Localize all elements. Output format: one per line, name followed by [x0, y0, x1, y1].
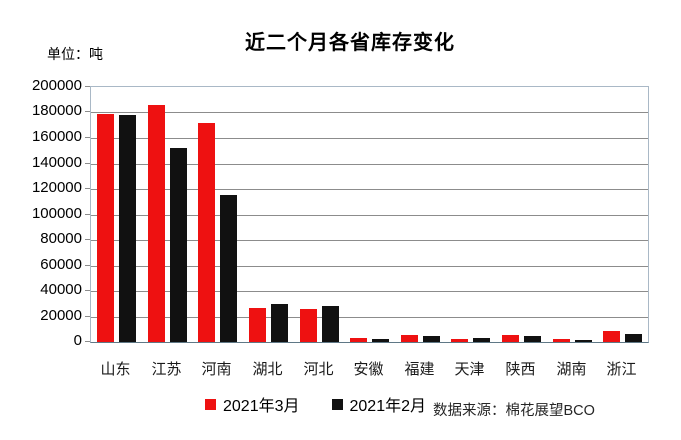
bar: [249, 308, 266, 342]
y-tick-mark: [85, 111, 90, 112]
y-tick-mark: [85, 137, 90, 138]
chart-title: 近二个月各省库存变化: [245, 32, 455, 54]
y-tick-mark: [85, 265, 90, 266]
gridline: [91, 291, 648, 292]
y-tick-mark: [85, 214, 90, 215]
x-tick-label: 山东: [100, 361, 131, 378]
bar: [553, 339, 570, 342]
y-tick-mark: [85, 290, 90, 291]
bar-group-浙江: [597, 87, 648, 342]
bar: [575, 340, 592, 342]
gridline: [91, 189, 648, 190]
bar: [423, 336, 440, 342]
y-tick-label: 180000: [31, 102, 82, 119]
bar: [148, 105, 165, 342]
bar-group-天津: [445, 87, 496, 342]
y-tick-label: 60000: [40, 256, 82, 273]
bar: [119, 115, 136, 342]
bar-group-山东: [91, 87, 142, 342]
bar-group-河北: [294, 87, 345, 342]
y-tick-label: 120000: [31, 179, 82, 196]
legend-item-march: 2021年3月: [205, 392, 300, 416]
bar-group-安徽: [344, 87, 395, 342]
y-tick-mark: [85, 316, 90, 317]
y-tick-mark: [85, 341, 90, 342]
y-tick-mark: [85, 163, 90, 164]
legend-swatch-feb: [331, 398, 343, 410]
y-tick-mark: [85, 86, 90, 87]
x-tick-label: 福建: [404, 361, 435, 378]
chart-legend: 2021年3月 2021年2月: [205, 392, 426, 416]
bar: [97, 114, 114, 342]
y-tick-label: 40000: [40, 281, 82, 298]
y-tick-mark: [85, 188, 90, 189]
bar: [603, 331, 620, 342]
gridline: [91, 240, 648, 241]
x-tick-label: 天津: [454, 361, 485, 378]
data-source-label: 数据来源：棉花展望BCO: [433, 403, 595, 419]
bar-group-湖北: [243, 87, 294, 342]
y-tick-label: 100000: [31, 205, 82, 222]
y-tick-label: 200000: [31, 77, 82, 94]
legend-label-feb: 2021年2月: [349, 398, 427, 415]
bar: [625, 334, 642, 342]
bar: [401, 335, 418, 342]
bar-group-江苏: [142, 87, 193, 342]
gridline: [91, 317, 648, 318]
y-tick-label: 140000: [31, 154, 82, 171]
x-tick-label: 陕西: [505, 361, 536, 378]
bar: [473, 338, 490, 342]
bar: [451, 339, 468, 342]
gridline: [91, 215, 648, 216]
bar: [170, 148, 187, 342]
x-tick-label: 湖南: [556, 361, 587, 378]
y-tick-label: 0: [73, 332, 82, 349]
legend-item-feb: 2021年2月: [331, 392, 427, 416]
bar: [322, 306, 339, 342]
bar: [372, 339, 389, 342]
gridline: [91, 112, 648, 113]
bar: [300, 309, 317, 342]
plot-area: [90, 86, 649, 343]
bar: [198, 123, 215, 342]
y-tick-label: 80000: [40, 230, 82, 247]
bar-group-陕西: [496, 87, 547, 342]
x-tick-label: 浙江: [606, 361, 637, 378]
x-tick-label: 江苏: [151, 361, 182, 378]
bar-group-福建: [395, 87, 446, 342]
x-tick-label: 湖北: [252, 361, 283, 378]
bar: [502, 335, 519, 342]
bar-group-河南: [192, 87, 243, 342]
bar: [524, 336, 541, 342]
y-tick-label: 160000: [31, 128, 82, 145]
x-tick-label: 河北: [303, 361, 334, 378]
y-tick-mark: [85, 239, 90, 240]
y-tick-label: 20000: [40, 307, 82, 324]
gridline: [91, 138, 648, 139]
bar: [220, 195, 237, 342]
bar: [350, 338, 367, 342]
legend-label-march: 2021年3月: [223, 398, 300, 415]
x-tick-label: 河南: [201, 361, 232, 378]
bar-group-湖南: [547, 87, 598, 342]
gridline: [91, 164, 648, 165]
gridline: [91, 266, 648, 267]
y-axis-unit-label: 单位：吨: [47, 46, 103, 62]
legend-swatch-march: [205, 398, 216, 410]
bar: [271, 304, 288, 342]
x-tick-label: 安徽: [353, 361, 384, 378]
